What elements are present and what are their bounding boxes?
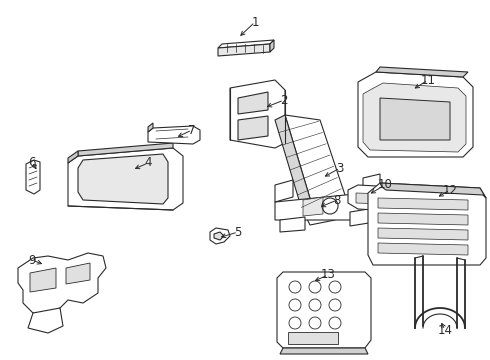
Polygon shape <box>363 174 380 194</box>
Polygon shape <box>275 180 293 202</box>
Polygon shape <box>376 67 468 77</box>
Polygon shape <box>68 148 183 210</box>
Polygon shape <box>350 208 375 226</box>
Polygon shape <box>363 83 466 152</box>
Polygon shape <box>78 154 168 204</box>
Text: 3: 3 <box>336 162 343 175</box>
Polygon shape <box>280 217 305 232</box>
Text: 1: 1 <box>251 15 259 28</box>
Polygon shape <box>275 192 385 220</box>
Polygon shape <box>238 92 268 114</box>
Polygon shape <box>378 228 468 240</box>
Polygon shape <box>66 263 90 284</box>
Polygon shape <box>378 198 468 210</box>
Polygon shape <box>378 213 468 225</box>
Polygon shape <box>26 160 40 194</box>
Polygon shape <box>358 72 473 157</box>
Polygon shape <box>280 348 368 354</box>
Text: 12: 12 <box>442 184 458 197</box>
Text: 14: 14 <box>438 324 452 337</box>
Polygon shape <box>275 115 315 220</box>
Polygon shape <box>230 80 285 148</box>
Text: 6: 6 <box>28 156 36 168</box>
Text: 10: 10 <box>378 179 392 192</box>
Polygon shape <box>238 116 268 140</box>
Polygon shape <box>18 253 106 313</box>
Polygon shape <box>380 183 486 198</box>
Polygon shape <box>28 308 63 333</box>
Polygon shape <box>30 268 56 292</box>
Polygon shape <box>356 193 388 204</box>
Text: 13: 13 <box>320 269 336 282</box>
Polygon shape <box>210 228 230 244</box>
Polygon shape <box>288 332 338 344</box>
Text: 5: 5 <box>234 225 242 238</box>
Polygon shape <box>78 143 173 156</box>
Polygon shape <box>214 232 224 240</box>
Polygon shape <box>368 183 486 265</box>
Text: 8: 8 <box>333 194 341 207</box>
Polygon shape <box>305 210 335 225</box>
Text: 7: 7 <box>188 123 196 136</box>
Text: 4: 4 <box>144 157 152 170</box>
Polygon shape <box>148 126 200 144</box>
Polygon shape <box>277 272 371 348</box>
Text: 11: 11 <box>420 73 436 86</box>
Polygon shape <box>378 243 468 255</box>
Polygon shape <box>270 40 274 52</box>
Polygon shape <box>285 115 350 215</box>
Polygon shape <box>68 151 78 163</box>
Polygon shape <box>218 44 270 56</box>
Polygon shape <box>380 98 450 140</box>
Polygon shape <box>218 40 274 48</box>
Polygon shape <box>148 123 153 132</box>
Polygon shape <box>303 197 323 216</box>
Text: 2: 2 <box>280 94 288 107</box>
Text: 9: 9 <box>28 253 36 266</box>
Polygon shape <box>348 185 403 211</box>
